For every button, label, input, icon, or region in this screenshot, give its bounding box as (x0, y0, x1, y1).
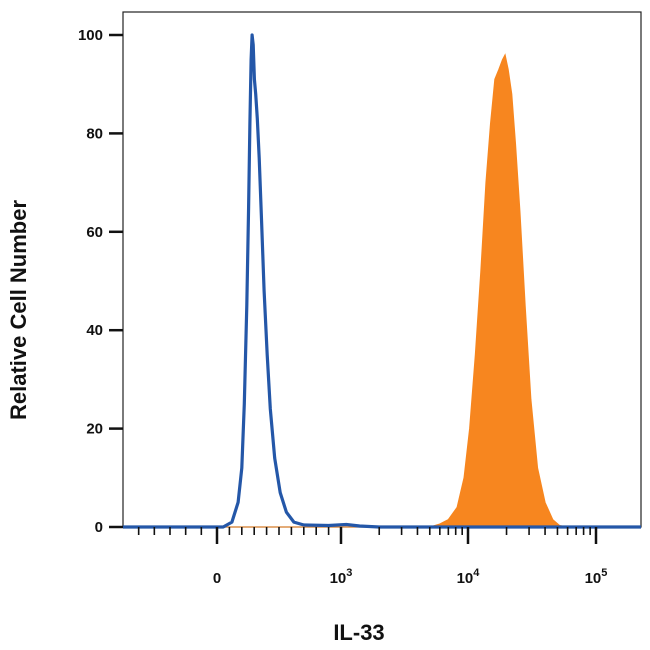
y-tick-label: 100 (78, 27, 103, 44)
y-tick-label: 60 (86, 224, 103, 241)
filled-histogram (123, 53, 641, 528)
x-tick-label: 103 (330, 567, 353, 587)
x-tick-label: 104 (457, 567, 481, 587)
x-tick-label: 105 (585, 567, 608, 587)
outline-histogram (123, 33, 641, 529)
plot-area (122, 11, 642, 528)
y-tick-label: 20 (86, 421, 103, 438)
x-tick-label: 0 (213, 570, 221, 587)
y-tick-label: 0 (95, 519, 103, 536)
y-axis: 0 20 40 60 80 100 (78, 27, 123, 536)
x-axis-title: IL-33 (333, 620, 384, 645)
series-layer (123, 33, 641, 529)
y-axis-title: Relative Cell Number (6, 200, 31, 421)
y-tick-label: 80 (86, 125, 103, 142)
y-tick-label: 40 (86, 322, 103, 339)
x-axis: 0 103 104 105 (137, 527, 608, 587)
